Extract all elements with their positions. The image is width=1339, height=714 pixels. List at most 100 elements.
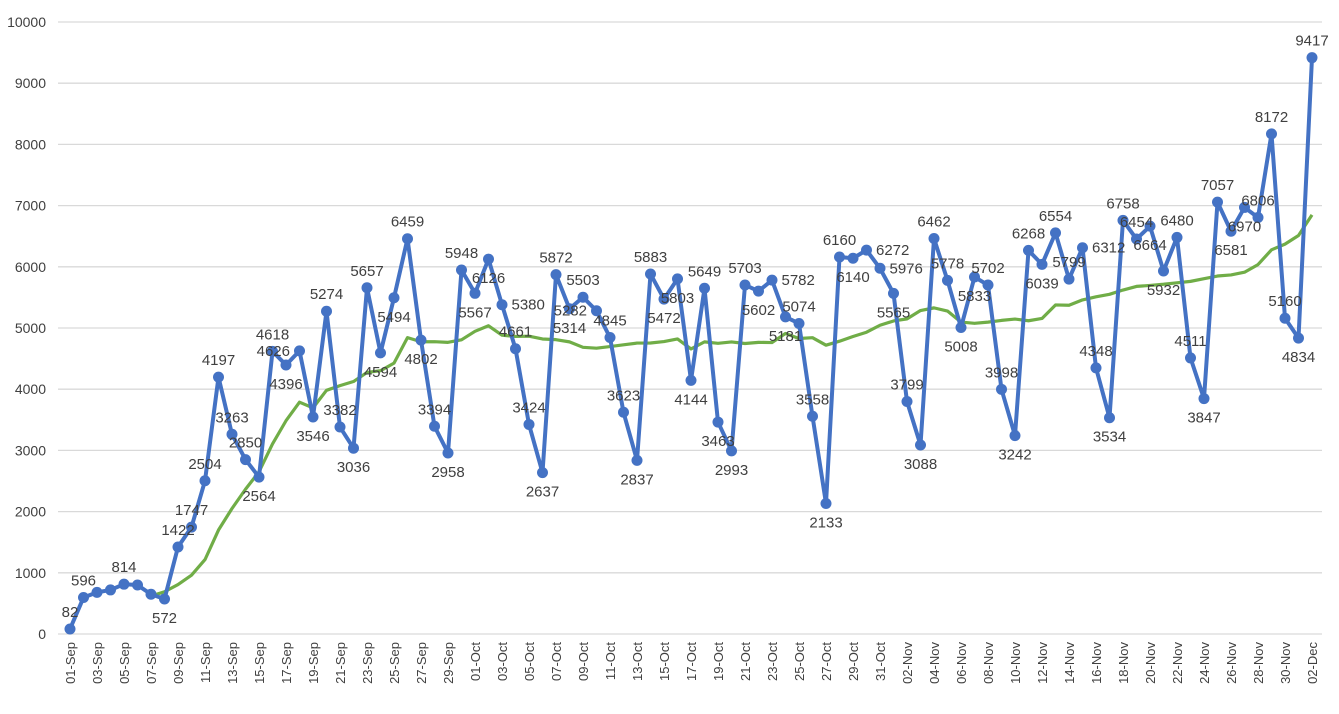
x-tick-label: 17-Sep xyxy=(279,642,294,684)
x-tick-label: 07-Oct xyxy=(549,642,564,681)
data-point xyxy=(1225,225,1237,237)
data-point xyxy=(334,421,346,433)
data-point xyxy=(1279,312,1291,324)
y-axis: 0 1000 2000 3000 4000 5000 6000 7000 8000 9000 100… xyxy=(7,14,46,642)
x-tick-label: 07-Sep xyxy=(144,642,159,684)
x-tick-label: 27-Oct xyxy=(819,642,834,681)
data-label: 6970 xyxy=(1228,218,1261,235)
data-point xyxy=(105,584,116,596)
data-label: 6554 xyxy=(1039,208,1072,225)
data-point xyxy=(888,287,899,299)
data-label: 6454 xyxy=(1120,214,1153,231)
data-point xyxy=(294,345,305,357)
data-label: 5503 xyxy=(566,272,599,289)
data-point xyxy=(739,279,751,291)
data-label: 6480 xyxy=(1160,212,1193,229)
data-point xyxy=(564,303,575,315)
x-tick-label: 16-Nov xyxy=(1089,642,1104,684)
data-label: 4845 xyxy=(593,312,626,329)
data-label: 3088 xyxy=(904,456,937,473)
data-label: 5703 xyxy=(728,260,761,277)
data-label: 5567 xyxy=(458,304,491,321)
x-axis: 01-Sep 03-Sep 05-Sep 07-Sep 09-Sep 11-Sep 13-S… xyxy=(63,642,1320,684)
gridlines xyxy=(58,21,1322,635)
data-label: 5872 xyxy=(539,250,572,267)
data-label: 4144 xyxy=(674,391,707,408)
data-point xyxy=(1036,258,1048,270)
y-tick-label: 1000 xyxy=(15,565,46,581)
x-tick-label: 01-Sep xyxy=(63,642,78,684)
data-point xyxy=(658,293,670,305)
data-label: 5657 xyxy=(350,263,383,280)
data-label: 5181 xyxy=(769,328,802,345)
data-point xyxy=(456,264,467,276)
x-tick-label: 23-Oct xyxy=(765,642,780,681)
data-label: 572 xyxy=(152,610,177,627)
data-point xyxy=(1158,265,1169,277)
data-label: 6806 xyxy=(1241,192,1274,209)
y-tick-label: 10000 xyxy=(7,14,46,30)
data-point xyxy=(280,359,292,371)
data-label: 3546 xyxy=(296,428,329,445)
data-point xyxy=(1117,214,1129,226)
x-tick-label: 02-Nov xyxy=(900,642,915,684)
y-tick-label: 6000 xyxy=(15,259,46,275)
x-tick-label: 13-Sep xyxy=(225,642,240,684)
data-label: 5602 xyxy=(742,302,775,319)
data-labels: 82 596 814 572 1422 1747 2504 4197 3263 2850 2564 4… xyxy=(62,33,1329,627)
x-tick-label: 06-Nov xyxy=(954,642,969,684)
data-point xyxy=(1293,332,1304,344)
data-label: 5883 xyxy=(634,249,667,266)
data-label: 6272 xyxy=(876,242,909,259)
data-point xyxy=(699,282,710,294)
data-point xyxy=(618,406,629,418)
x-tick-label: 15-Oct xyxy=(657,642,672,681)
x-tick-label: 15-Sep xyxy=(252,642,267,684)
data-label: 2850 xyxy=(229,435,262,452)
data-point xyxy=(537,467,548,479)
data-point xyxy=(834,251,845,263)
data-label: 2133 xyxy=(809,514,842,531)
data-point xyxy=(915,439,926,451)
data-point xyxy=(726,445,737,457)
data-point xyxy=(1050,227,1061,239)
x-tick-label: 24-Nov xyxy=(1197,642,1212,684)
y-tick-label: 5000 xyxy=(15,320,46,336)
data-label: 8172 xyxy=(1255,109,1288,126)
data-label: 5976 xyxy=(890,260,923,277)
x-tick-label: 09-Oct xyxy=(576,642,591,681)
data-point xyxy=(91,586,103,598)
data-point xyxy=(874,262,886,274)
data-point xyxy=(523,418,535,430)
x-tick-label: 04-Nov xyxy=(927,642,942,684)
data-point xyxy=(375,347,386,359)
data-point xyxy=(483,253,494,265)
data-label: 6126 xyxy=(472,270,505,287)
data-point xyxy=(321,305,332,317)
data-label: 5649 xyxy=(688,263,721,280)
x-tick-label: 22-Nov xyxy=(1170,642,1185,684)
data-label: 5472 xyxy=(647,310,680,327)
x-tick-label: 10-Nov xyxy=(1008,642,1023,684)
data-point xyxy=(753,285,764,297)
data-point xyxy=(577,291,589,303)
data-point xyxy=(388,292,400,304)
data-label: 3623 xyxy=(607,387,640,404)
x-tick-label: 19-Oct xyxy=(711,642,726,681)
data-label: 5074 xyxy=(782,298,815,315)
data-point xyxy=(78,592,89,604)
data-label: 5803 xyxy=(661,290,694,307)
data-point xyxy=(1171,231,1183,243)
data-point xyxy=(780,311,791,323)
data-point xyxy=(1009,430,1021,442)
data-point xyxy=(253,471,265,483)
data-label: 4618 xyxy=(256,326,289,343)
x-tick-label: 02-Dec xyxy=(1305,642,1320,684)
x-tick-label: 25-Sep xyxy=(387,642,402,684)
data-label: 4348 xyxy=(1079,343,1112,360)
data-point xyxy=(469,287,481,299)
x-tick-label: 28-Nov xyxy=(1251,642,1266,684)
data-label: 3036 xyxy=(337,459,370,476)
x-tick-label: 20-Nov xyxy=(1143,642,1158,684)
